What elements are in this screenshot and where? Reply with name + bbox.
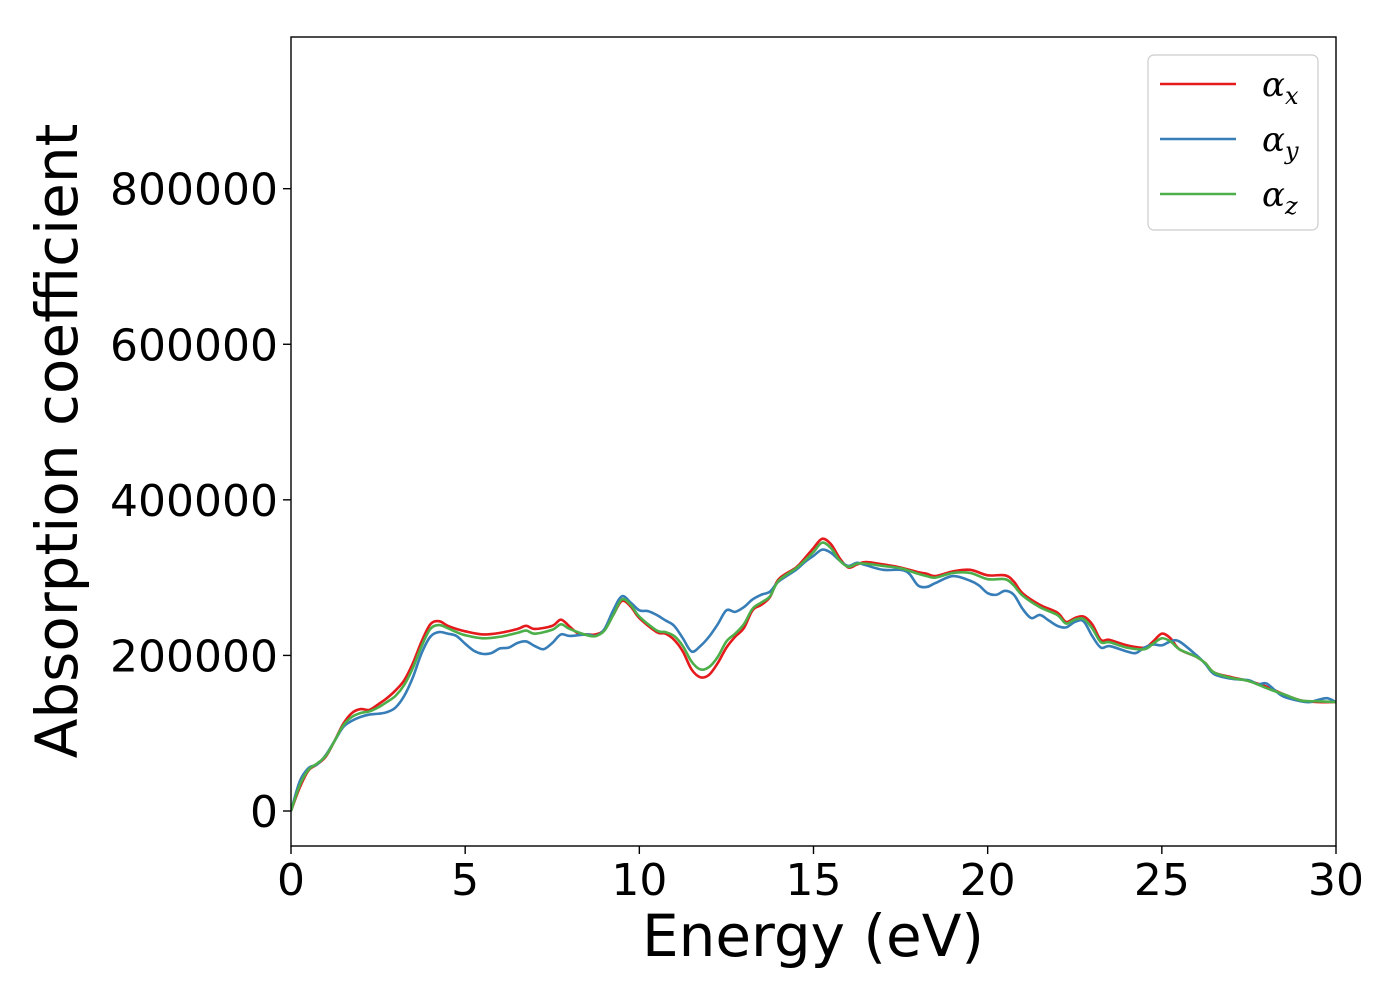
x-tick-label: 10 (611, 855, 667, 906)
legend-label-main: α (1262, 120, 1285, 160)
legend-label-z: αz (1262, 175, 1298, 220)
y-tick-label: 600000 (110, 320, 278, 371)
series-line-y (291, 548, 1336, 812)
x-axis: 0 5 10 15 20 25 30 (277, 846, 1364, 906)
x-tick-label: 0 (277, 855, 305, 906)
y-axis-label: Absorption coefficient (23, 124, 91, 759)
series-line-x (291, 537, 1336, 812)
legend-label-main: α (1262, 175, 1285, 215)
y-tick-label: 0 (250, 787, 278, 838)
legend-label-y: αy (1262, 120, 1299, 165)
y-tick-label: 200000 (110, 631, 278, 682)
legend-label-subscript: y (1284, 137, 1299, 165)
series-line-z (291, 541, 1336, 812)
x-tick-label: 15 (786, 855, 842, 906)
legend-label-main: α (1262, 65, 1285, 105)
legend-label-subscript: z (1284, 192, 1298, 220)
y-axis: 0 200000 400000 600000 800000 (110, 165, 291, 838)
legend-label-subscript: x (1285, 82, 1299, 110)
x-axis-label: Energy (eV) (642, 902, 984, 970)
x-tick-label: 30 (1308, 855, 1364, 906)
legend-box (1147, 54, 1319, 231)
x-tick-label: 20 (960, 855, 1016, 906)
y-tick-label: 800000 (110, 165, 278, 216)
legend-label-x: αx (1262, 65, 1299, 110)
series-layer (291, 537, 1336, 812)
x-tick-label: 5 (451, 855, 479, 906)
x-tick-label: 25 (1134, 855, 1190, 906)
y-tick-label: 400000 (110, 476, 278, 527)
